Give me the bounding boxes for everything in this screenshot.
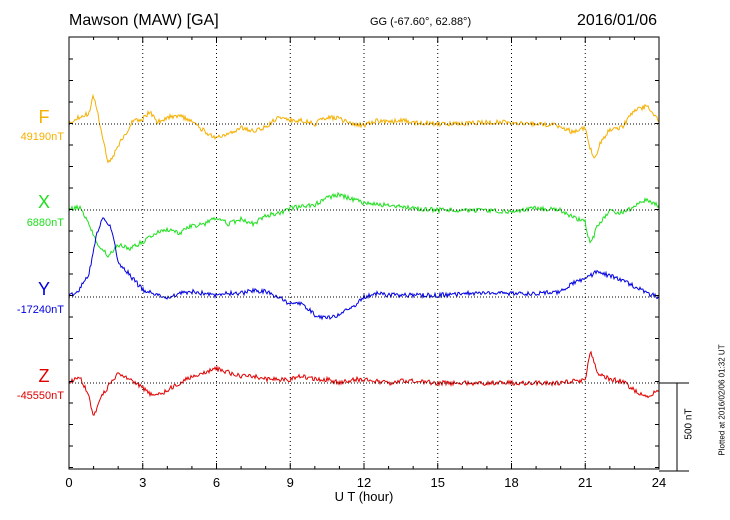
x-tick-label-12: 12	[356, 475, 372, 490]
series-line-x	[68, 191, 660, 258]
grid-lines	[142, 37, 586, 469]
x-tick-label-18: 18	[504, 475, 519, 490]
series-baseline-f: 49190nT	[20, 131, 64, 143]
x-tick-label-15: 15	[430, 475, 445, 490]
series-baseline-x: 6880nT	[26, 217, 64, 229]
series-baseline-y: -17240nT	[16, 304, 64, 316]
coordinates-label: GG (-67.60°, 62.88°)	[370, 16, 472, 28]
x-tick-label-21: 21	[578, 475, 593, 490]
plotted-timestamp: Plotted at 2016/02/06 01:32 UT	[717, 344, 727, 456]
series-layer	[68, 93, 660, 416]
series-name-y: Y	[37, 279, 51, 299]
series-name-x: X	[37, 192, 51, 212]
series-name-f: F	[38, 107, 50, 127]
series-line-f	[68, 93, 660, 164]
series-baseline-z: -45550nT	[16, 390, 64, 402]
series-name-z: Z	[38, 366, 50, 386]
date-label: 2016/01/06	[577, 12, 658, 29]
x-tick-label-0: 0	[65, 475, 73, 490]
station-title: Mawson (MAW) [GA]	[69, 12, 219, 29]
baseline-lines	[69, 123, 659, 384]
x-tick-label-9: 9	[286, 475, 294, 490]
x-tick-label-24: 24	[651, 475, 667, 490]
scale-bar	[659, 382, 689, 472]
scale-bar-label: 500 nT	[683, 408, 695, 440]
x-tick-marks	[68, 37, 660, 469]
x-tick-label-3: 3	[139, 475, 147, 490]
series-line-y	[68, 217, 660, 321]
x-tick-label-6: 6	[212, 475, 221, 490]
series-line-z	[68, 350, 660, 416]
x-axis-label: U T (hour)	[334, 489, 394, 504]
